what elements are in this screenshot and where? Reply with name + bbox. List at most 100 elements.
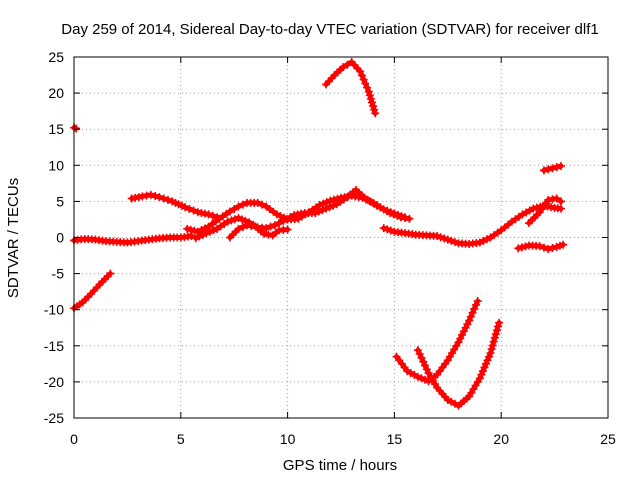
data-point xyxy=(257,200,266,209)
data-point xyxy=(443,235,452,244)
data-point xyxy=(205,227,214,236)
data-point xyxy=(463,320,472,329)
y-tick-label: -10 xyxy=(44,302,64,318)
data-point xyxy=(557,197,566,206)
data-point xyxy=(415,349,424,358)
data-point xyxy=(483,356,492,365)
series-arc-14 xyxy=(514,240,568,254)
series-arc-12 xyxy=(392,297,482,386)
data-point xyxy=(468,308,477,317)
data-point xyxy=(440,234,449,243)
data-point xyxy=(183,224,192,233)
data-point xyxy=(481,359,490,368)
data-point xyxy=(413,372,422,381)
series-arc-11 xyxy=(539,162,566,175)
x-axis-title: GPS time / hours xyxy=(283,457,397,474)
data-point xyxy=(421,361,430,370)
data-point xyxy=(458,330,467,339)
data-point xyxy=(487,345,496,354)
data-point xyxy=(529,204,538,213)
data-point xyxy=(198,230,207,239)
data-point xyxy=(479,236,488,245)
data-point xyxy=(343,60,352,69)
chart-title: Day 259 of 2014, Sidereal Day-to-day VTE… xyxy=(61,21,598,38)
series-arc-6 xyxy=(191,185,414,243)
data-point xyxy=(379,224,388,233)
data-point xyxy=(159,194,168,203)
data-point xyxy=(417,374,426,383)
data-point xyxy=(465,316,474,325)
data-point xyxy=(489,337,498,346)
series-arc-9 xyxy=(524,194,566,228)
data-point xyxy=(201,224,210,233)
data-point xyxy=(225,207,234,216)
data-point xyxy=(493,322,502,331)
data-point xyxy=(364,87,373,96)
data-point xyxy=(386,208,395,217)
data-point xyxy=(223,217,232,226)
data-point xyxy=(491,330,500,339)
series-arc-10 xyxy=(322,58,380,118)
data-point xyxy=(181,203,190,212)
series-arc-8 xyxy=(379,201,566,248)
data-point xyxy=(106,269,115,278)
data-point xyxy=(461,323,470,332)
data-point xyxy=(146,190,155,199)
data-point xyxy=(535,242,544,251)
data-point xyxy=(422,365,431,374)
data-point xyxy=(266,222,275,231)
data-point xyxy=(357,71,366,80)
data-point xyxy=(356,67,365,76)
x-tick-label: 5 xyxy=(177,431,185,447)
data-point xyxy=(471,300,480,309)
data-point xyxy=(339,63,348,72)
data-point xyxy=(318,206,327,215)
data-point xyxy=(552,194,561,203)
data-point xyxy=(454,338,463,347)
data-point xyxy=(270,221,279,230)
data-point xyxy=(238,223,247,232)
data-point xyxy=(72,124,81,133)
data-point xyxy=(208,211,217,220)
data-point xyxy=(197,226,206,235)
data-point xyxy=(386,226,395,235)
data-point xyxy=(413,346,422,355)
x-tick-label: 25 xyxy=(600,431,616,447)
data-point xyxy=(370,105,379,114)
data-point xyxy=(459,327,468,336)
data-point xyxy=(475,374,484,383)
data-point xyxy=(230,204,239,213)
data-point xyxy=(488,341,497,350)
data-point xyxy=(486,349,495,358)
data-point xyxy=(456,334,465,343)
data-point xyxy=(262,224,271,233)
data-point xyxy=(189,206,198,215)
data-point xyxy=(495,318,504,327)
y-tick-label: -5 xyxy=(52,266,65,282)
data-point xyxy=(234,202,243,211)
data-point xyxy=(482,235,491,244)
data-point xyxy=(204,210,213,219)
series-arc-7 xyxy=(225,221,292,242)
data-point xyxy=(329,201,338,210)
data-point xyxy=(234,224,243,233)
data-point xyxy=(447,236,456,245)
data-point xyxy=(191,234,200,243)
data-point xyxy=(163,195,172,204)
data-point xyxy=(151,191,160,200)
data-point xyxy=(450,238,459,247)
series-arc-4 xyxy=(127,190,222,222)
data-point xyxy=(311,208,320,217)
x-tick-label: 0 xyxy=(70,431,78,447)
y-tick-label: 0 xyxy=(56,230,64,246)
data-point xyxy=(276,212,285,221)
data-point xyxy=(557,204,566,213)
data-point xyxy=(195,232,204,241)
data-point xyxy=(283,225,292,234)
y-tick-label: 5 xyxy=(56,193,64,209)
data-point xyxy=(272,210,281,219)
data-point xyxy=(419,357,428,366)
data-point xyxy=(193,227,202,236)
data-point xyxy=(517,243,526,252)
